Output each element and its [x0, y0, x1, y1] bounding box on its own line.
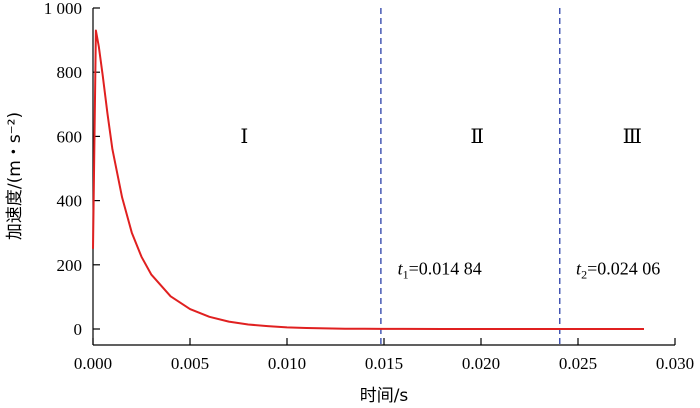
- region-label: Ⅰ: [240, 126, 248, 148]
- y-tick-label: 400: [57, 192, 83, 211]
- x-tick-label: 0.020: [462, 354, 500, 373]
- time-annotation: t2=0.024 06: [576, 258, 660, 281]
- x-tick-label: 0.030: [656, 354, 694, 373]
- x-tick-label: 0.005: [171, 354, 209, 373]
- x-tick-label: 0.000: [74, 354, 112, 373]
- region-label: Ⅱ: [470, 126, 484, 148]
- y-tick-label: 0: [74, 320, 83, 339]
- y-tick-label: 600: [57, 127, 83, 146]
- region-labels: Ⅰ Ⅱ Ⅲ: [240, 126, 642, 148]
- region-label: Ⅲ: [623, 126, 642, 148]
- series-group: [92, 29, 644, 330]
- y-ticks: 0 200 400 600 800 1 000: [44, 0, 100, 339]
- y-tick-label: 800: [57, 63, 83, 82]
- plot-area: [92, 8, 675, 346]
- acceleration-line: [92, 29, 644, 330]
- time-annotation: t1=0.014 84: [398, 258, 482, 281]
- y-tick-label: 200: [57, 256, 83, 275]
- y-axis-title: 加速度/(m・s⁻²): [5, 112, 25, 240]
- x-ticks: 0.000 0.005 0.010 0.015 0.020 0.025 0.030: [74, 338, 694, 373]
- divider-lines: [380, 8, 561, 345]
- x-tick-label: 0.025: [559, 354, 597, 373]
- x-tick-label: 0.015: [365, 354, 403, 373]
- x-tick-label: 0.010: [268, 354, 306, 373]
- annotations: t1=0.014 84 t2=0.024 06: [398, 258, 661, 281]
- y-tick-label: 1 000: [44, 0, 82, 18]
- x-axis-title: 时间/s: [360, 386, 409, 406]
